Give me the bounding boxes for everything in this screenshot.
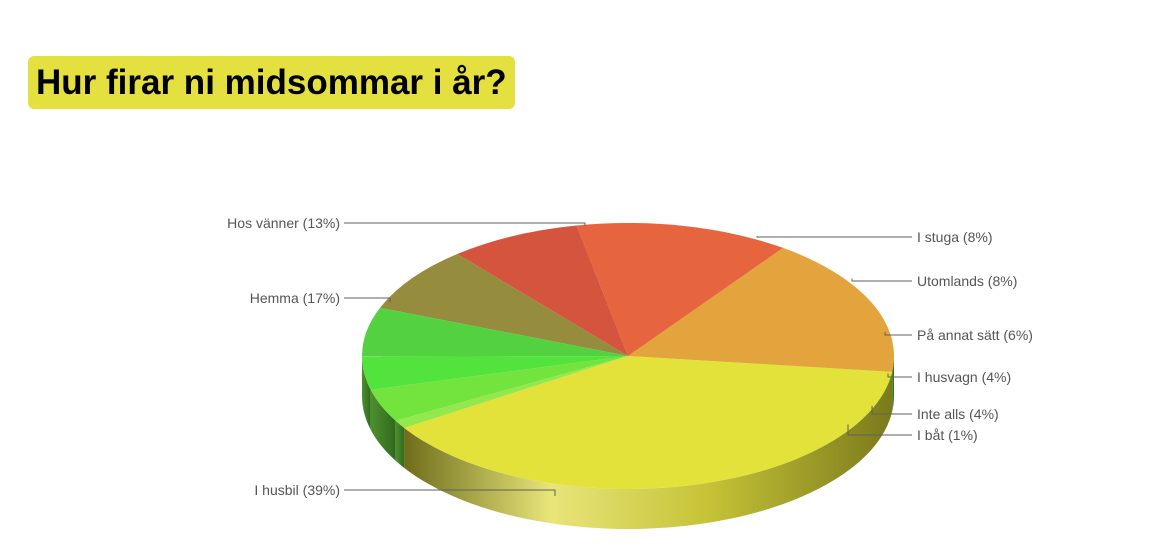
slice-label: Hos vänner (13%)	[227, 215, 340, 231]
slice-label: Inte alls (4%)	[917, 406, 999, 422]
pie-slice	[628, 247, 894, 372]
leader-line	[344, 489, 556, 496]
slice-label: I husvagn (4%)	[917, 369, 1011, 385]
slice-label: Utomlands (8%)	[917, 273, 1017, 289]
leader-line	[871, 405, 912, 415]
leader-line	[756, 236, 912, 238]
page-title: Hur firar ni midsommar i år?	[28, 56, 515, 109]
leader-line	[847, 424, 912, 436]
leader-line	[884, 331, 912, 336]
leader-line	[851, 278, 912, 282]
pie-slice	[395, 356, 628, 428]
pie-slice-side	[395, 420, 405, 468]
pie-slice	[370, 356, 628, 421]
pie-slice-side	[370, 389, 396, 461]
pie-slice	[362, 307, 628, 357]
leader-line	[887, 373, 912, 378]
leader-line	[344, 222, 586, 227]
slice-label: I båt (1%)	[917, 427, 978, 443]
leader-line	[344, 297, 391, 303]
slice-label: På annat sätt (6%)	[917, 327, 1033, 343]
slice-label: I husbil (39%)	[254, 482, 340, 498]
pie-slice	[576, 223, 784, 356]
pie-slice-side	[362, 356, 371, 430]
pie-slice	[380, 254, 628, 356]
slice-label: I stuga (8%)	[917, 229, 992, 245]
pie-slice	[404, 356, 893, 490]
pie-slice	[457, 225, 628, 356]
slice-label: Hemma (17%)	[250, 290, 340, 306]
pie-slice	[362, 356, 628, 390]
pie-slice-side	[892, 356, 894, 412]
